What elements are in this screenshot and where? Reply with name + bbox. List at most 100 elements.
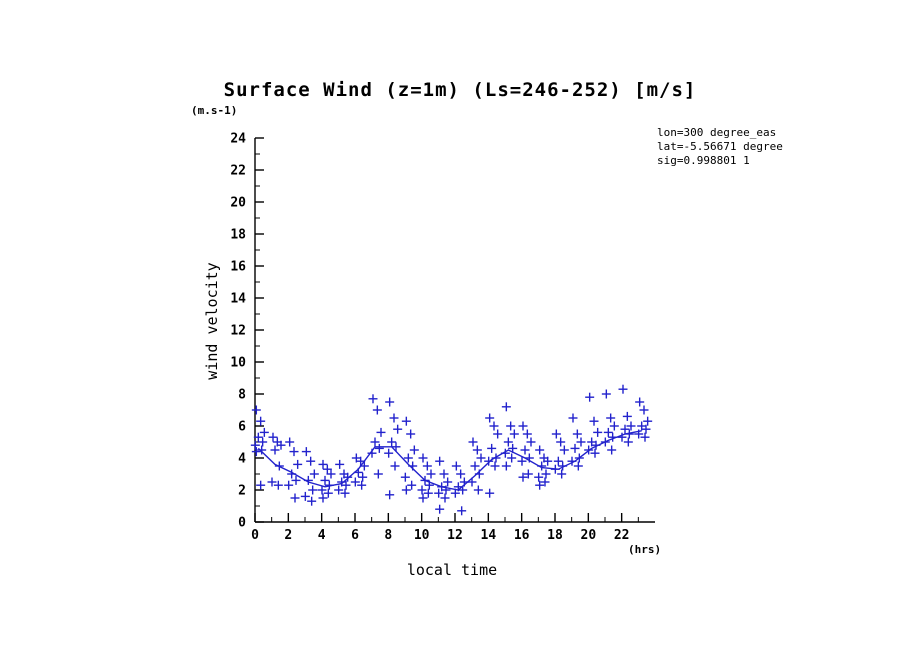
scatter-marker: [434, 488, 444, 498]
scatter-marker: [509, 429, 519, 439]
mean-wind-line: [257, 430, 642, 491]
scatter-marker: [617, 432, 627, 442]
scatter-marker: [439, 469, 449, 479]
scatter-marker: [376, 427, 386, 437]
x-tick-label: 20: [581, 528, 597, 543]
scatter-marker: [391, 442, 401, 452]
scatter-marker: [501, 461, 511, 471]
scatter-marker: [393, 424, 403, 434]
scatter-marker: [276, 440, 286, 450]
scatter-marker: [501, 402, 511, 412]
scatter-marker: [576, 437, 586, 447]
scatter-marker: [370, 437, 380, 447]
scatter-marker: [385, 490, 395, 500]
scatter-marker: [350, 477, 360, 487]
scatter-marker: [570, 443, 580, 453]
scatter-marker: [306, 456, 316, 466]
y-tick-label: 2: [238, 484, 246, 499]
scatter-marker: [585, 392, 595, 402]
scatter-marker: [450, 488, 460, 498]
scatter-marker: [641, 424, 651, 434]
scatter-marker: [568, 413, 578, 423]
y-tick-label: 6: [238, 420, 246, 435]
scatter-marker: [622, 411, 632, 421]
scatter-marker: [290, 493, 300, 503]
y-tick-label: 8: [238, 388, 246, 403]
scatter-marker: [300, 491, 310, 501]
scatter-marker: [256, 416, 266, 426]
scatter-marker: [553, 456, 563, 466]
x-tick-label: 2: [284, 528, 292, 543]
scatter-marker: [620, 424, 630, 434]
scatter-marker: [384, 448, 394, 458]
scatter-marker: [417, 485, 427, 495]
scatter-marker: [435, 456, 445, 466]
chart-title: Surface Wind (z=1m) (Ls=246-252) [m/s]: [223, 79, 697, 101]
scatter-marker: [387, 437, 397, 447]
scatter-marker: [326, 469, 336, 479]
scatter-marker: [601, 389, 611, 399]
scatter-marker: [518, 472, 528, 482]
scatter-marker: [490, 461, 500, 471]
scatter-marker: [503, 437, 513, 447]
scatter-marker: [270, 445, 280, 455]
x-tick-label: 6: [351, 528, 359, 543]
scatter-marker: [640, 432, 650, 442]
scatter-marker: [357, 480, 367, 490]
annotation-longitude: lon=300 degree_eas: [657, 126, 777, 139]
scatter-marker: [389, 413, 399, 423]
scatter-marker: [589, 416, 599, 426]
scatter-marker: [256, 480, 266, 490]
x-tick-label: 12: [447, 528, 463, 543]
y-tick-label: 22: [230, 164, 246, 179]
scatter-marker: [400, 472, 410, 482]
y-axis-unit-label: (m.s-1): [191, 104, 238, 117]
scatter-marker: [639, 405, 649, 415]
scatter-marker: [623, 437, 633, 447]
annotation-sigma: sig=0.998801 1: [657, 154, 750, 167]
scatter-marker: [523, 469, 533, 479]
scatter-marker: [372, 405, 382, 415]
scatter-marker: [606, 413, 616, 423]
scatter-marker: [289, 447, 299, 457]
scatter-marker: [472, 445, 482, 455]
scatter-marker: [293, 459, 303, 469]
x-tick-label: 18: [547, 528, 563, 543]
scatter-marker: [291, 475, 301, 485]
scatter-marker: [535, 480, 545, 490]
x-axis-title: local time: [406, 561, 498, 579]
scatter-marker: [426, 469, 436, 479]
x-tick-label: 0: [251, 528, 259, 543]
y-tick-label: 0: [238, 516, 246, 531]
scatter-marker: [440, 493, 450, 503]
scatter-marker: [491, 453, 501, 463]
scatter-marker: [257, 445, 267, 455]
x-tick-label: 14: [481, 528, 497, 543]
y-tick-label: 24: [230, 132, 246, 147]
scatter-marker: [435, 504, 445, 514]
scatter-marker: [556, 437, 566, 447]
scatter-marker: [322, 464, 332, 474]
scatter-marker: [551, 429, 561, 439]
scatter-marker: [318, 493, 328, 503]
scatter-marker: [541, 469, 551, 479]
scatter-marker: [470, 461, 480, 471]
y-tick-label: 18: [230, 228, 246, 243]
scatter-marker: [517, 456, 527, 466]
y-tick-label: 16: [230, 260, 246, 275]
scatter-marker: [406, 429, 416, 439]
scatter-marker: [341, 480, 351, 490]
scatter-marker: [374, 443, 384, 453]
x-axis-unit-label: (hrs): [628, 543, 662, 556]
scatter-marker: [557, 469, 567, 479]
scatter-marker: [323, 488, 333, 498]
scatter-marker: [403, 453, 413, 463]
scatter-marker: [476, 453, 486, 463]
scatter-marker: [407, 480, 417, 490]
scatter-marker: [520, 445, 530, 455]
scatter-marker: [518, 421, 528, 431]
x-tick-label: 10: [414, 528, 430, 543]
scatter-marker: [401, 416, 411, 426]
y-tick-label: 12: [230, 324, 246, 339]
scatter-marker: [285, 437, 295, 447]
